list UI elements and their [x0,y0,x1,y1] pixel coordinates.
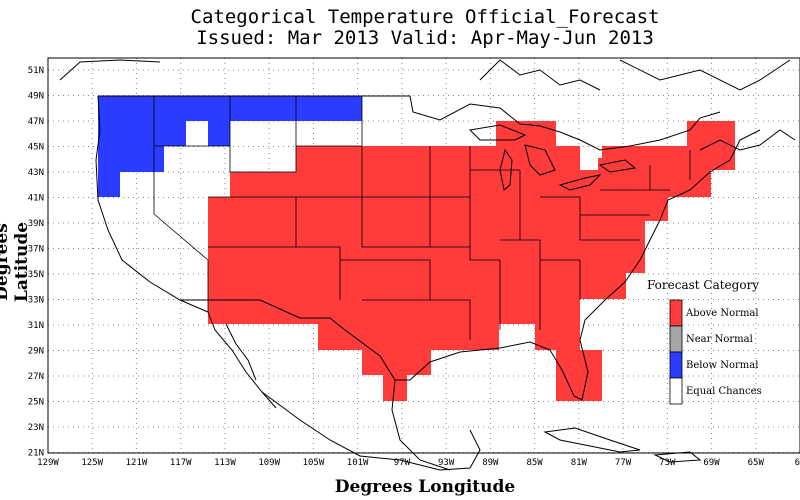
legend-swatch [669,299,683,327]
longitude-tick-label: 93W [438,458,455,468]
latitude-tick-label: 47N [28,117,44,127]
x-axis-label: Degrees Longitude [334,477,516,497]
longitude-tick-label: 117W [170,458,192,468]
latitude-tick-label: 23N [28,423,44,433]
longitude-tick-label: 125W [81,458,103,468]
legend-label: Near Normal [686,334,753,345]
latitude-tick-label: 49N [28,92,44,102]
longitude-tick-label: 121W [126,458,148,468]
map-frame [47,57,800,454]
longitude-tick-label: 113W [214,458,236,468]
longitude-tick-label: 109W [258,458,280,468]
latitude-tick-label: 37N [28,245,44,255]
map-subtitle: Issued: Mar 2013 Valid: Apr-May-Jun 2013 [196,27,654,49]
longitude-tick-label: 101W [347,458,369,468]
latitude-tick-label: 31N [28,321,44,331]
latitude-tick-label: 35N [28,270,44,280]
latitude-tick-label: 39N [28,219,44,229]
longitude-tick-label: 97W [394,458,411,468]
latitude-tick-label: 21N [28,449,44,459]
longitude-tick-label: 73W [659,458,676,468]
legend-swatch [669,351,683,379]
map-title: Categorical Temperature Official_Forecas… [190,6,660,28]
above-normal-region [208,121,735,401]
longitude-tick-label: 81W [571,458,588,468]
longitude-tick-label: 129W [37,458,59,468]
longitude-tick-label: 85W [526,458,543,468]
latitude-tick-label: 27N [28,372,44,382]
below-normal-region [98,96,362,197]
legend-swatch [669,377,683,405]
longitude-tick-label: 105W [303,458,325,468]
latitude-tick-label: 45N [28,143,44,153]
longitude-tick-label: 69W [703,458,720,468]
legend-label: Below Normal [686,360,758,371]
legend-label: Above Normal [685,308,759,319]
latitude-tick-label: 51N [28,66,44,76]
latitude-tick-label: 43N [28,168,44,178]
latitude-tick-label: 33N [28,296,44,306]
coastlines-and-borders [59,59,796,471]
latitude-tick-label: 41N [28,194,44,204]
longitude-tick-label: 89W [482,458,499,468]
latitude-tick-label: 29N [28,347,44,357]
legend-label: Equal Chances [686,386,762,397]
state-borders [153,96,691,340]
legend-title: Forecast Category [647,278,759,292]
legend-swatch [669,325,683,353]
longitude-ticks: 129W 125W 121W 117W 113W 109W 105W 101W 97W 93W 89… [37,458,800,468]
longitude-tick-label: 61 [795,458,800,468]
longitude-tick-label: 65W [748,458,765,468]
latitude-ticks: 51N 49N 47N 45N 43N 41N 39N 37N 35N 33N 31N 29N 27N 2… [28,66,44,459]
latitude-tick-label: 25N [28,398,44,408]
legend: Forecast Category Above Normal Near Norma… [647,278,762,405]
longitude-tick-label: 77W [615,458,632,468]
